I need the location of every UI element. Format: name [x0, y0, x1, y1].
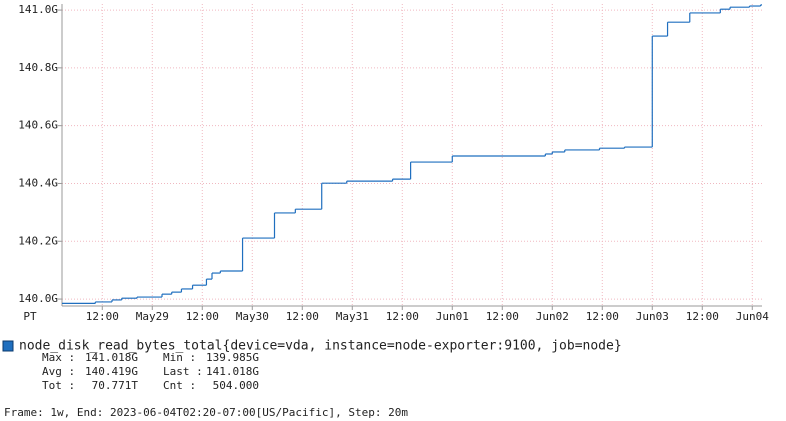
stat-value: 504.000: [213, 379, 259, 392]
stat-label: Cnt :: [163, 379, 196, 392]
y-tick-label: 141.0G: [18, 3, 58, 16]
stat-label: Min :: [163, 351, 196, 364]
x-tick-label: 12:00: [686, 310, 719, 323]
x-tick-label: 12:00: [286, 310, 319, 323]
x-tick-label: Jun03: [636, 310, 669, 323]
stat-value: 141.018G: [85, 351, 138, 364]
stat-label: Max :: [42, 351, 75, 364]
x-tick-label: 12:00: [186, 310, 219, 323]
footer: Frame: 1w, End: 2023-06-04T02:20-07:00[U…: [4, 406, 408, 419]
x-tick-label: May29: [136, 310, 169, 323]
y-tick-label: 140.2G: [18, 234, 58, 247]
x-tick-label: Jun04: [736, 310, 769, 323]
legend-label: node_disk_read_bytes_total{device=vda, i…: [19, 339, 622, 354]
x-axis-label: PT: [23, 310, 37, 323]
stat-value: 140.419G: [85, 365, 138, 378]
x-tick-label: 12:00: [586, 310, 619, 323]
x-tick-label: 12:00: [486, 310, 519, 323]
x-tick-label: May30: [236, 310, 269, 323]
x-tick-label: Jun01: [436, 310, 469, 323]
y-tick-label: 140.8G: [18, 61, 58, 74]
stat-label: Tot :: [42, 379, 75, 392]
stat-value: 70.771T: [92, 379, 139, 392]
x-tick-label: 12:00: [86, 310, 119, 323]
legend-swatch: [2, 340, 14, 352]
y-tick-label: 140.0G: [18, 292, 58, 305]
x-tick-label: 12:00: [386, 310, 419, 323]
stat-value: 139.985G: [206, 351, 259, 364]
y-tick-label: 140.6G: [18, 119, 58, 132]
stat-label: Avg :: [42, 365, 75, 378]
x-tick-label: May31: [336, 310, 369, 323]
y-tick-label: 140.4G: [18, 176, 58, 189]
x-tick-label: Jun02: [536, 310, 569, 323]
stat-value: 141.018G: [206, 365, 259, 378]
stat-label: Last :: [163, 365, 203, 378]
